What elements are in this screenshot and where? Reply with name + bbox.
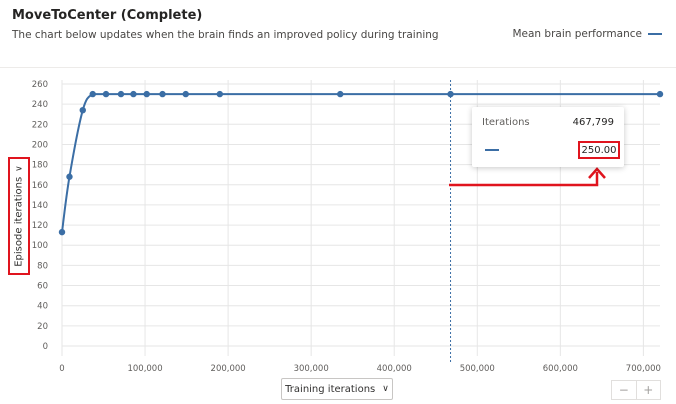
data-point[interactable] bbox=[143, 90, 150, 98]
zoom-in-button[interactable]: + bbox=[643, 383, 654, 397]
data-point[interactable] bbox=[117, 90, 125, 98]
x-axis-label: Training iterations bbox=[285, 383, 376, 395]
y-tick-label: 220 bbox=[32, 120, 48, 130]
y-tick-label: 260 bbox=[32, 80, 48, 90]
chart-subtitle: The chart below updates when the brain f… bbox=[12, 29, 439, 41]
x-tick-label: 700,000 bbox=[626, 364, 661, 374]
zoom-out-button[interactable]: − bbox=[618, 383, 629, 397]
tooltip-series-swatch bbox=[485, 149, 499, 151]
zoom-controls: − + bbox=[611, 380, 661, 400]
y-tick-label: 0 bbox=[43, 342, 48, 352]
hover-tooltip: Iterations 467,799 250.00 bbox=[472, 107, 624, 167]
header-divider bbox=[0, 67, 676, 68]
y-tick-label: 40 bbox=[37, 302, 48, 312]
y-axis-metric-dropdown[interactable]: Episode iterations ∨ bbox=[8, 157, 30, 275]
y-tick-label: 20 bbox=[37, 322, 48, 332]
x-tick-label: 200,000 bbox=[211, 364, 246, 374]
y-tick-label: 160 bbox=[32, 181, 48, 191]
x-axis-metric-dropdown[interactable]: Training iterations ∨ bbox=[281, 378, 393, 400]
y-tick-label: 60 bbox=[37, 282, 48, 292]
chart-title: MoveToCenter (Complete) bbox=[12, 8, 203, 23]
data-point[interactable] bbox=[447, 90, 454, 98]
data-point[interactable] bbox=[79, 107, 86, 114]
y-tick-label: 140 bbox=[32, 201, 48, 211]
point-layer bbox=[58, 90, 664, 236]
zoom-divider bbox=[635, 381, 637, 399]
chevron-down-icon: ∨ bbox=[14, 165, 24, 172]
y-tick-label: 240 bbox=[32, 100, 48, 110]
data-point[interactable] bbox=[216, 90, 224, 98]
tooltip-series-value: 250.00 bbox=[578, 141, 620, 159]
data-point[interactable] bbox=[89, 90, 96, 98]
tooltip-iterations-value: 467,799 bbox=[572, 117, 614, 128]
x-tick-label: 100,000 bbox=[127, 364, 162, 374]
y-tick-label: 100 bbox=[32, 241, 48, 251]
tick-layer: 0 20 40 60 80 100 120 140 160 180 200 220 240 260 0 100… bbox=[32, 80, 661, 374]
legend-label: Mean brain performance bbox=[512, 28, 642, 40]
x-tick-label: 500,000 bbox=[460, 364, 495, 374]
data-point[interactable] bbox=[130, 90, 137, 98]
y-axis-label: Episode iterations bbox=[13, 176, 25, 267]
x-tick-label: 300,000 bbox=[294, 364, 329, 374]
tooltip-key: Iterations bbox=[482, 117, 530, 128]
y-tick-label: 80 bbox=[37, 261, 48, 271]
data-point[interactable] bbox=[102, 90, 110, 98]
legend-swatch bbox=[648, 33, 662, 35]
data-point[interactable] bbox=[159, 90, 166, 98]
y-tick-label: 120 bbox=[32, 221, 48, 231]
data-point[interactable] bbox=[182, 90, 189, 98]
legend[interactable]: Mean brain performance bbox=[512, 28, 662, 40]
x-tick-label: 400,000 bbox=[377, 364, 412, 374]
data-point[interactable] bbox=[656, 90, 664, 98]
data-point[interactable] bbox=[58, 228, 66, 236]
y-tick-label: 180 bbox=[32, 161, 48, 171]
data-point[interactable] bbox=[66, 173, 73, 180]
data-point[interactable] bbox=[337, 90, 344, 98]
annotation-arrow bbox=[449, 172, 599, 187]
chevron-down-icon: ∨ bbox=[382, 384, 389, 394]
x-tick-label: 600,000 bbox=[543, 364, 578, 374]
y-tick-label: 200 bbox=[32, 140, 48, 150]
x-tick-label: 0 bbox=[59, 364, 64, 374]
annotation-arrowhead bbox=[588, 167, 606, 179]
